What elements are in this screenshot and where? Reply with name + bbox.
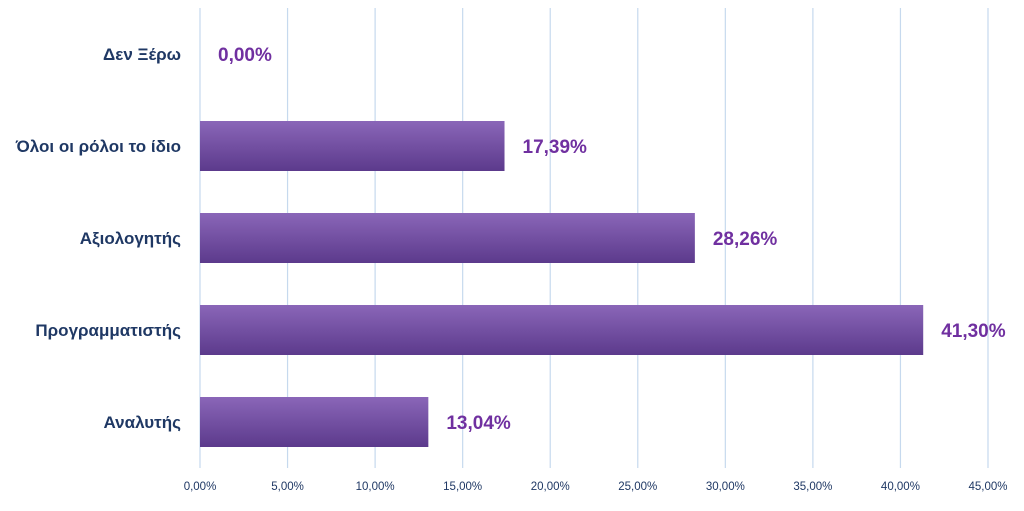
bar (200, 121, 505, 171)
x-tick-label: 40,00% (881, 481, 920, 493)
value-label: 17,39% (523, 137, 588, 158)
x-tick-label: 25,00% (618, 481, 657, 493)
category-label: Όλοι οι ρόλοι το ίδιο (15, 137, 181, 156)
value-label: 13,04% (446, 413, 511, 434)
category-label: Αναλυτής (104, 413, 182, 432)
category-label: Δεν Ξέρω (103, 45, 181, 64)
labels: 0,00% 5,00% 10,00% 15,00% 20,00% 25,00% 30,00%… (15, 45, 1008, 493)
bars (200, 121, 924, 447)
bar (200, 397, 429, 447)
value-label: 0,00% (218, 45, 272, 66)
x-tick-label: 0,00% (184, 481, 217, 493)
x-tick-label: 35,00% (793, 481, 832, 493)
bar (200, 213, 695, 263)
value-label: 28,26% (713, 229, 778, 250)
value-label: 41,30% (941, 321, 1006, 342)
x-tick-label: 5,00% (271, 481, 304, 493)
x-tick-label: 20,00% (531, 481, 570, 493)
bar (200, 305, 924, 355)
x-tick-label: 30,00% (706, 481, 745, 493)
x-tick-label: 10,00% (356, 481, 395, 493)
x-tick-label: 15,00% (443, 481, 482, 493)
x-tick-label: 45,00% (968, 481, 1007, 493)
category-label: Αξιολογητής (80, 229, 181, 248)
category-label: Προγραμματιστής (35, 321, 181, 340)
